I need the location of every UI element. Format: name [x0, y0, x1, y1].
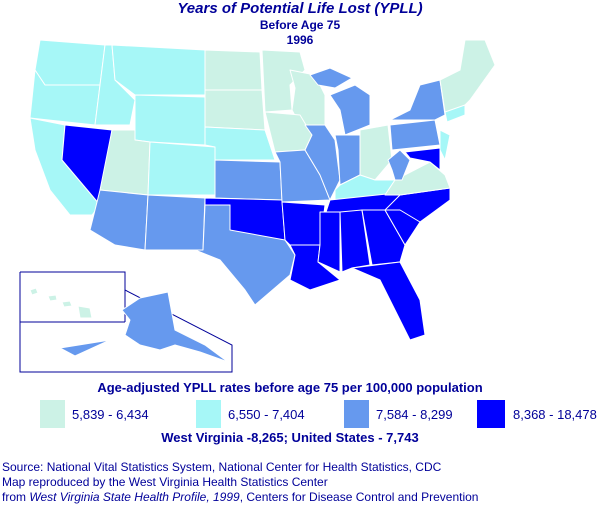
state: [204, 89, 266, 131]
state: [387, 149, 411, 181]
state: [61, 300, 73, 308]
state: [329, 84, 371, 136]
state: [439, 39, 496, 113]
state: [214, 159, 283, 201]
legend-title: Age-adjusted YPLL rates before age 75 pe…: [97, 380, 482, 395]
source-text: , Centers for Disease Control and Preven…: [240, 490, 479, 504]
state: [34, 39, 106, 86]
state: [89, 189, 149, 251]
state: [29, 287, 39, 296]
legend-label: 6,550 - 7,404: [228, 407, 305, 422]
source-line: Source: National Vital Statistics System…: [2, 460, 442, 474]
state: [77, 305, 93, 319]
title: Years of Potential Life Lost (YPLL): [177, 0, 422, 17]
state: [317, 211, 341, 273]
state: [204, 49, 263, 91]
state: [204, 126, 276, 161]
note: West Virginia -8,265; United States - 7,…: [161, 430, 418, 445]
legend-label: 7,584 - 8,299: [376, 407, 453, 422]
legend-swatch: [477, 400, 505, 428]
state: [404, 147, 441, 171]
legend-swatch: [40, 400, 65, 428]
state: [194, 204, 296, 306]
state: [281, 201, 326, 246]
legend: 5,839 - 6,434 6,550 - 7,404 7,584 - 8,299 8…: [40, 400, 597, 428]
state: [309, 67, 353, 89]
state: [111, 44, 206, 96]
state: [121, 291, 229, 363]
state: [439, 129, 451, 161]
state: [389, 119, 441, 151]
state: [47, 294, 58, 302]
year: 1996: [287, 33, 314, 47]
state: [389, 79, 446, 121]
source-line: from West Virginia State Health Profile,…: [2, 490, 478, 504]
state: [59, 339, 111, 357]
legend-label: 5,839 - 6,434: [72, 407, 149, 422]
state: [351, 261, 426, 341]
legend-label: 8,368 - 18,478: [513, 407, 597, 422]
subtitle: Before Age 75: [260, 18, 341, 32]
state: [359, 124, 393, 181]
state: [361, 209, 406, 266]
inset: [19, 271, 233, 373]
state: [144, 194, 206, 251]
state: [134, 94, 206, 146]
state: [444, 104, 466, 123]
legend-swatch: [344, 400, 369, 428]
source-text: West Virginia State Health Profile, 1999: [29, 490, 240, 504]
state-map: [29, 39, 496, 341]
state: [147, 141, 216, 196]
legend-swatch: [196, 400, 221, 428]
source-line: Map reproduced by the West Virginia Heal…: [2, 475, 328, 489]
source-text: from: [2, 490, 29, 504]
